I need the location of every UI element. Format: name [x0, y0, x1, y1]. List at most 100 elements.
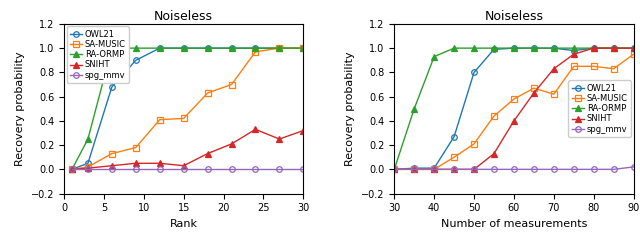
RA-ORMP: [84, 138, 92, 141]
X-axis label: Rank: Rank: [170, 219, 198, 229]
SA-MUSIC: [410, 168, 418, 171]
OWL21: [276, 47, 284, 49]
spg_mmv: [570, 168, 578, 171]
spg_mmv: [204, 168, 211, 171]
SNIHT: [156, 162, 164, 165]
SA-MUSIC: [204, 92, 211, 94]
spg_mmv: [252, 168, 259, 171]
SA-MUSIC: [156, 118, 164, 121]
RA-ORMP: [204, 47, 211, 49]
SA-MUSIC: [470, 142, 478, 145]
spg_mmv: [590, 168, 598, 171]
SA-MUSIC: [228, 83, 236, 86]
SNIHT: [470, 168, 478, 171]
OWL21: [180, 47, 188, 49]
SNIHT: [228, 142, 236, 145]
OWL21: [470, 71, 478, 74]
spg_mmv: [430, 168, 438, 171]
RA-ORMP: [510, 47, 518, 49]
SNIHT: [180, 164, 188, 167]
SNIHT: [550, 67, 557, 70]
SNIHT: [451, 168, 458, 171]
RA-ORMP: [390, 168, 398, 171]
RA-ORMP: [156, 47, 164, 49]
OWL21: [530, 47, 538, 49]
OWL21: [451, 135, 458, 138]
SA-MUSIC: [590, 65, 598, 68]
SA-MUSIC: [610, 67, 618, 70]
SA-MUSIC: [132, 146, 140, 149]
SNIHT: [390, 168, 398, 171]
OWL21: [84, 162, 92, 165]
Line: spg_mmv: spg_mmv: [392, 164, 636, 172]
OWL21: [132, 59, 140, 62]
OWL21: [68, 168, 76, 171]
SNIHT: [276, 138, 284, 141]
SA-MUSIC: [108, 152, 116, 155]
spg_mmv: [132, 168, 140, 171]
Title: Noiseless: Noiseless: [154, 10, 213, 23]
spg_mmv: [530, 168, 538, 171]
OWL21: [430, 167, 438, 170]
spg_mmv: [510, 168, 518, 171]
RA-ORMP: [276, 47, 284, 49]
OWL21: [510, 47, 518, 49]
RA-ORMP: [430, 55, 438, 58]
OWL21: [490, 48, 498, 51]
OWL21: [550, 47, 557, 49]
SA-MUSIC: [490, 114, 498, 117]
OWL21: [108, 86, 116, 88]
SNIHT: [204, 152, 211, 155]
SA-MUSIC: [84, 165, 92, 168]
OWL21: [228, 47, 236, 49]
SNIHT: [108, 164, 116, 167]
spg_mmv: [390, 168, 398, 171]
SA-MUSIC: [530, 87, 538, 90]
SNIHT: [68, 168, 76, 171]
SA-MUSIC: [451, 156, 458, 159]
OWL21: [252, 47, 259, 49]
OWL21: [204, 47, 211, 49]
Line: SNIHT: SNIHT: [69, 127, 306, 172]
RA-ORMP: [252, 47, 259, 49]
SA-MUSIC: [68, 168, 76, 171]
Y-axis label: Recovery probability: Recovery probability: [346, 51, 355, 166]
SA-MUSIC: [630, 53, 637, 56]
spg_mmv: [180, 168, 188, 171]
spg_mmv: [630, 165, 637, 168]
SNIHT: [84, 167, 92, 170]
RA-ORMP: [550, 47, 557, 49]
spg_mmv: [610, 168, 618, 171]
OWL21: [300, 47, 307, 49]
spg_mmv: [550, 168, 557, 171]
Line: RA-ORMP: RA-ORMP: [69, 45, 306, 172]
SNIHT: [570, 53, 578, 56]
spg_mmv: [490, 168, 498, 171]
RA-ORMP: [410, 107, 418, 110]
SNIHT: [132, 162, 140, 165]
SNIHT: [590, 47, 598, 49]
Line: OWL21: OWL21: [69, 45, 306, 172]
RA-ORMP: [451, 47, 458, 49]
Legend: OWL21, SA-MUSIC, RA-ORMP, SNIHT, spg_mmv: OWL21, SA-MUSIC, RA-ORMP, SNIHT, spg_mmv: [568, 80, 631, 137]
SA-MUSIC: [300, 47, 307, 49]
Line: spg_mmv: spg_mmv: [69, 167, 306, 172]
SA-MUSIC: [276, 47, 284, 49]
OWL21: [630, 47, 637, 49]
SNIHT: [410, 168, 418, 171]
Title: Noiseless: Noiseless: [484, 10, 543, 23]
RA-ORMP: [570, 47, 578, 49]
RA-ORMP: [132, 47, 140, 49]
RA-ORMP: [590, 47, 598, 49]
SA-MUSIC: [180, 117, 188, 120]
OWL21: [610, 47, 618, 49]
SA-MUSIC: [252, 50, 259, 53]
X-axis label: Number of measurements: Number of measurements: [441, 219, 587, 229]
SNIHT: [630, 47, 637, 49]
RA-ORMP: [630, 47, 637, 49]
SNIHT: [300, 129, 307, 132]
OWL21: [570, 49, 578, 52]
RA-ORMP: [180, 47, 188, 49]
RA-ORMP: [228, 47, 236, 49]
Line: OWL21: OWL21: [392, 45, 636, 172]
